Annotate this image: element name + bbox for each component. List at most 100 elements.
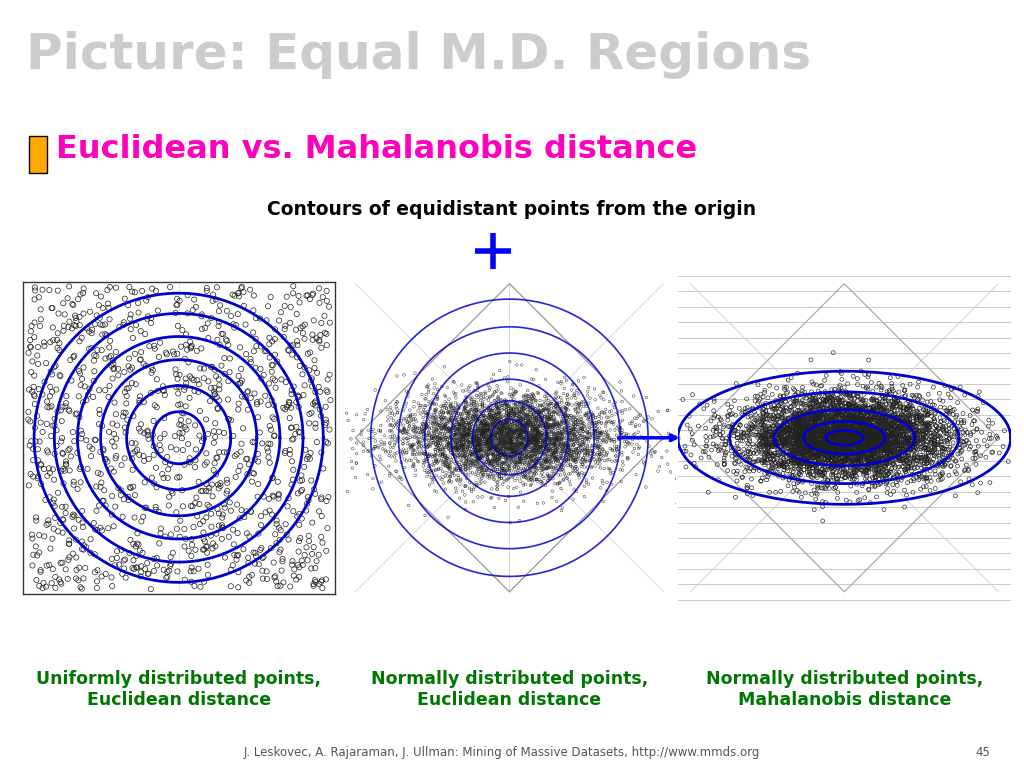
Point bbox=[513, 462, 529, 475]
Point bbox=[803, 443, 819, 455]
Point bbox=[560, 453, 577, 465]
Point bbox=[502, 437, 518, 449]
Point bbox=[796, 406, 812, 418]
Point bbox=[752, 429, 768, 442]
Point bbox=[403, 440, 420, 452]
Point bbox=[872, 444, 889, 456]
Point bbox=[188, 345, 205, 357]
Point bbox=[215, 508, 231, 521]
Point bbox=[775, 461, 792, 473]
Point bbox=[826, 429, 843, 442]
Point bbox=[395, 404, 412, 416]
Point bbox=[504, 437, 520, 449]
Point bbox=[529, 431, 546, 443]
Point bbox=[938, 434, 954, 446]
Point bbox=[472, 444, 488, 456]
Point bbox=[484, 468, 501, 480]
Point bbox=[901, 417, 918, 429]
Point bbox=[794, 436, 810, 449]
Point bbox=[531, 450, 548, 462]
Point bbox=[752, 433, 768, 445]
Point bbox=[471, 412, 487, 425]
Point bbox=[463, 456, 479, 468]
Point bbox=[806, 420, 822, 432]
Point bbox=[809, 466, 825, 478]
Point bbox=[408, 452, 424, 465]
Point bbox=[473, 408, 489, 420]
Point bbox=[882, 435, 898, 447]
Point bbox=[804, 435, 820, 447]
Point bbox=[373, 405, 389, 417]
Point bbox=[318, 285, 335, 297]
Point bbox=[838, 455, 854, 467]
Point bbox=[520, 452, 537, 465]
Point bbox=[484, 452, 501, 465]
Point bbox=[888, 417, 904, 429]
Point bbox=[507, 419, 523, 432]
Point bbox=[892, 420, 908, 432]
Point bbox=[748, 462, 764, 475]
Point bbox=[454, 437, 470, 449]
Point bbox=[877, 444, 893, 456]
Point bbox=[849, 422, 865, 434]
Point bbox=[303, 372, 319, 385]
Point bbox=[564, 379, 581, 391]
Point bbox=[456, 417, 472, 429]
Point bbox=[561, 444, 578, 456]
Point bbox=[518, 464, 535, 476]
Point bbox=[867, 422, 884, 435]
Point bbox=[768, 456, 784, 468]
Point bbox=[900, 435, 916, 447]
Point bbox=[798, 456, 814, 468]
Point bbox=[684, 428, 700, 440]
Point bbox=[503, 446, 519, 458]
Point bbox=[497, 438, 513, 450]
Point bbox=[905, 445, 922, 457]
Point bbox=[423, 431, 439, 443]
Point bbox=[548, 419, 564, 431]
Point bbox=[470, 457, 486, 469]
Point bbox=[380, 415, 396, 427]
Point bbox=[874, 419, 891, 431]
Point bbox=[529, 442, 546, 454]
Point bbox=[168, 299, 184, 311]
Point bbox=[752, 442, 768, 455]
Point bbox=[265, 556, 282, 568]
Point bbox=[553, 447, 569, 459]
Point bbox=[709, 440, 725, 452]
Point bbox=[837, 449, 853, 461]
Point bbox=[411, 428, 427, 440]
Point bbox=[857, 402, 873, 414]
Point bbox=[527, 425, 544, 437]
Point bbox=[828, 439, 845, 451]
Point bbox=[793, 453, 809, 465]
Point bbox=[777, 396, 794, 408]
Point bbox=[761, 420, 777, 432]
Point bbox=[487, 441, 504, 453]
Point bbox=[423, 432, 439, 445]
Point bbox=[792, 418, 808, 430]
Point bbox=[230, 290, 247, 303]
Point bbox=[540, 445, 556, 457]
Point bbox=[542, 433, 558, 445]
Point bbox=[495, 478, 511, 490]
Point bbox=[866, 429, 883, 441]
Point bbox=[484, 435, 501, 448]
Point bbox=[842, 421, 858, 433]
Point bbox=[537, 426, 553, 439]
Point bbox=[489, 454, 506, 466]
Point bbox=[790, 367, 806, 379]
Text: Picture: Equal M.D. Regions: Picture: Equal M.D. Regions bbox=[26, 31, 811, 79]
Point bbox=[505, 425, 521, 438]
Point bbox=[843, 480, 859, 492]
Point bbox=[284, 422, 300, 434]
Point bbox=[437, 390, 454, 402]
Point bbox=[541, 421, 557, 433]
Point bbox=[791, 455, 807, 468]
Point bbox=[819, 423, 836, 435]
Point bbox=[902, 445, 919, 457]
Point bbox=[474, 433, 490, 445]
Point bbox=[882, 439, 898, 451]
Point bbox=[449, 413, 465, 425]
Point bbox=[814, 476, 830, 488]
